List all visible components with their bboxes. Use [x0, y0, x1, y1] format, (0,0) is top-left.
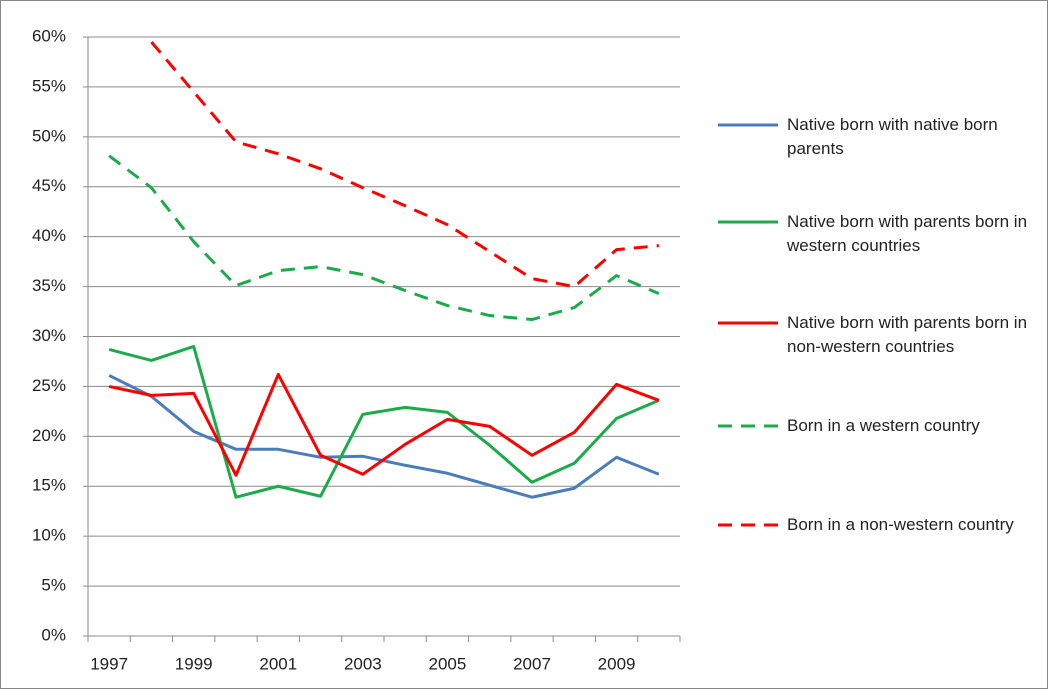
y-tick-label: 40% [32, 226, 66, 245]
y-tick-label: 45% [32, 176, 66, 195]
y-tick-label: 55% [32, 76, 66, 95]
y-tick-label: 30% [32, 326, 66, 345]
series-line [108, 154, 660, 322]
y-tick-label: 35% [32, 276, 66, 295]
series-line [150, 41, 659, 289]
legend-label: Born in a western country [787, 416, 980, 435]
x-tick-label: 2007 [513, 654, 551, 673]
x-tick-label: 2003 [344, 654, 382, 673]
x-tick-label: 2001 [259, 654, 297, 673]
legend-label: Native born with native born parents [787, 115, 998, 158]
y-tick-label: 25% [32, 376, 66, 395]
x-tick-label: 1997 [90, 654, 128, 673]
y-tick-label: 20% [32, 426, 66, 445]
series-line [108, 344, 660, 499]
y-tick-label: 50% [32, 126, 66, 145]
y-tick-label: 5% [41, 576, 66, 595]
x-tick-label: 2005 [429, 654, 467, 673]
y-tick-label: 60% [32, 26, 66, 45]
x-tick-label: 1999 [175, 654, 213, 673]
y-tick-label: 10% [32, 526, 66, 545]
y-tick-label: 0% [41, 625, 66, 644]
legend-label: Native born with parents born in non-wes… [787, 313, 1028, 356]
y-tick-label: 15% [32, 476, 66, 495]
x-tick-label: 2009 [598, 654, 636, 673]
legend-label: Native born with parents born in western… [787, 212, 1028, 255]
series-line [108, 372, 660, 477]
legend-label: Born in a non-western country [787, 515, 1014, 534]
